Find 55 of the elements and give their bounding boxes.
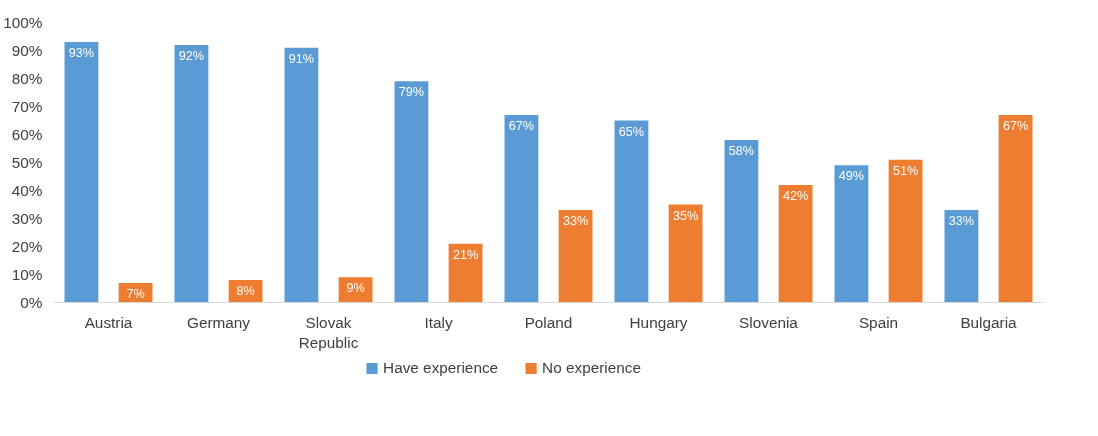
y-tick-label: 70% xyxy=(11,98,43,115)
data-label: 33% xyxy=(948,214,975,229)
data-label: 67% xyxy=(1002,118,1029,133)
bar xyxy=(668,204,703,303)
bar xyxy=(174,44,209,303)
data-label: 42% xyxy=(782,188,809,203)
bar xyxy=(834,165,869,303)
data-label: 93% xyxy=(68,46,95,61)
data-label: 21% xyxy=(452,247,479,262)
bar xyxy=(998,114,1033,303)
y-tick-label: 60% xyxy=(11,126,43,143)
x-tick-label: Poland xyxy=(524,313,573,331)
x-tick-label: Bulgaria xyxy=(960,313,1018,331)
x-tick-label: Germany xyxy=(186,313,251,331)
bar xyxy=(284,47,319,303)
data-label: 91% xyxy=(288,51,315,66)
x-tick-label: Hungary xyxy=(629,313,688,331)
bar xyxy=(558,210,593,303)
bar xyxy=(944,210,979,303)
data-label: 58% xyxy=(728,144,755,159)
y-tick-label: 0% xyxy=(20,294,43,311)
y-tick-label: 100% xyxy=(3,14,43,31)
data-label: 9% xyxy=(346,281,365,296)
data-label: 8% xyxy=(236,284,255,299)
y-tick-label: 30% xyxy=(11,210,43,227)
data-label: 65% xyxy=(618,124,645,139)
y-tick-label: 80% xyxy=(11,70,43,87)
data-label: 92% xyxy=(178,48,205,63)
y-tick-label: 40% xyxy=(11,182,43,199)
data-label: 79% xyxy=(398,85,425,100)
bar xyxy=(724,140,759,303)
y-tick-label: 50% xyxy=(11,154,43,171)
data-label: 7% xyxy=(126,286,145,301)
bar xyxy=(778,184,813,303)
x-tick-label: Austria xyxy=(84,313,133,331)
x-tick-label: Italy xyxy=(424,313,453,331)
legend-label: No experience xyxy=(542,359,641,377)
y-tick-label: 90% xyxy=(11,42,43,59)
bar xyxy=(888,159,923,303)
data-label: 33% xyxy=(562,214,589,229)
bar xyxy=(64,42,99,303)
bar xyxy=(614,120,649,303)
y-tick-label: 10% xyxy=(11,266,43,283)
data-label: 67% xyxy=(508,118,535,133)
y-tick-label: 20% xyxy=(11,238,43,255)
x-tick-label: Slovenia xyxy=(739,313,799,331)
bar xyxy=(504,114,539,303)
x-tick-label: Slovak Republic xyxy=(298,313,359,351)
data-label: 35% xyxy=(672,208,699,223)
bar xyxy=(448,243,483,303)
data-label: 49% xyxy=(838,169,865,184)
x-tick-label: Spain xyxy=(858,313,899,331)
legend-label: Have experience xyxy=(383,359,499,377)
data-label: 51% xyxy=(892,163,919,178)
bar xyxy=(394,81,429,303)
